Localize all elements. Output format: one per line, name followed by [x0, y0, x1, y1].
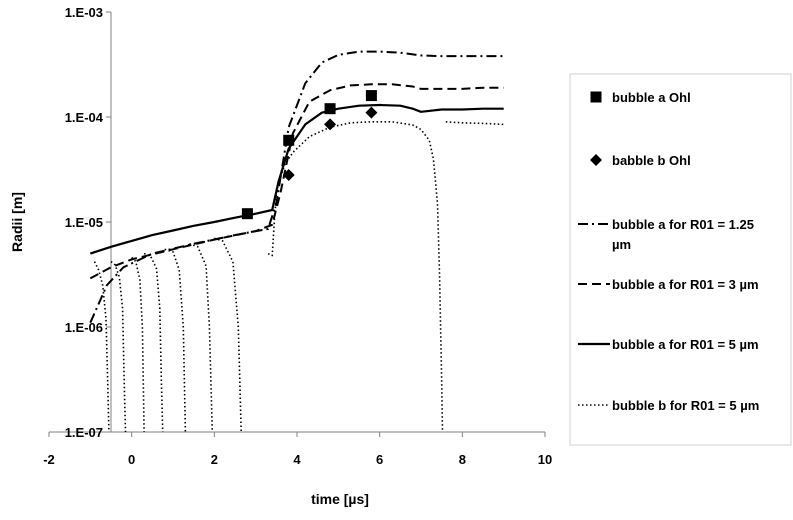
series-line-4 — [89, 83, 504, 280]
series-1-point — [241, 208, 253, 220]
series-layer — [89, 50, 504, 433]
series-line-6-segment-3 — [131, 256, 145, 433]
legend-frame — [569, 73, 792, 446]
legend-label: bubble a for R01 = 1.25 µm — [612, 217, 754, 252]
series-line-6-segment-9 — [445, 121, 504, 126]
series-1-point — [283, 134, 295, 146]
series-1-point — [365, 90, 377, 102]
y-tick-label: 1.E-04 — [65, 110, 104, 125]
legend-marker — [590, 154, 602, 166]
legend-label: babble b Ohl — [612, 153, 691, 168]
legend-label: bubble a for R01 = 5 µm — [612, 337, 759, 352]
y-tick-label: 1.E-03 — [65, 5, 103, 20]
series-line-6-segment-5 — [164, 248, 187, 433]
legend-label: bubble a for R01 = 3 µm — [612, 277, 759, 292]
axes: -2 0 2 4 6 8 10 1.E-07 1.E-06 1.E-05 1.E-04 1.E-03 — [43, 5, 552, 467]
legend: bubble a Ohl babble b Ohl bubble a for R01… — [569, 73, 792, 446]
series-line-6-segment-7 — [214, 237, 242, 433]
y-tick-label: 1.E-05 — [65, 215, 103, 230]
x-tick-label: -2 — [43, 452, 55, 467]
x-tick-label: 2 — [211, 452, 218, 467]
series-2-point — [324, 118, 337, 131]
x-tick-label: 6 — [376, 452, 383, 467]
series-line-6-segment-4 — [143, 252, 164, 433]
series-line-6-segment-2 — [110, 260, 127, 433]
series-1-point — [324, 103, 336, 115]
y-tick-label: 1.E-07 — [65, 425, 103, 440]
series-2-point — [365, 106, 378, 119]
x-tick-label: 8 — [459, 452, 466, 467]
y-axis-title: Radii [m] — [9, 192, 25, 252]
legend-marker — [590, 91, 602, 103]
legend-label: bubble a Ohl — [612, 90, 691, 105]
series-line-5 — [89, 103, 504, 255]
x-tick-label: 10 — [538, 452, 552, 467]
x-axis-title: time [µs] — [311, 491, 369, 507]
series-2-point — [282, 169, 295, 182]
legend-label: bubble b for R01 = 5 µm — [612, 398, 759, 413]
y-tick-label: 1.E-06 — [65, 320, 103, 335]
x-tick-label: 0 — [128, 452, 135, 467]
series-line-6-segment-8 — [267, 121, 444, 433]
x-tick-label: 4 — [293, 452, 301, 467]
marker-layer — [241, 90, 378, 220]
